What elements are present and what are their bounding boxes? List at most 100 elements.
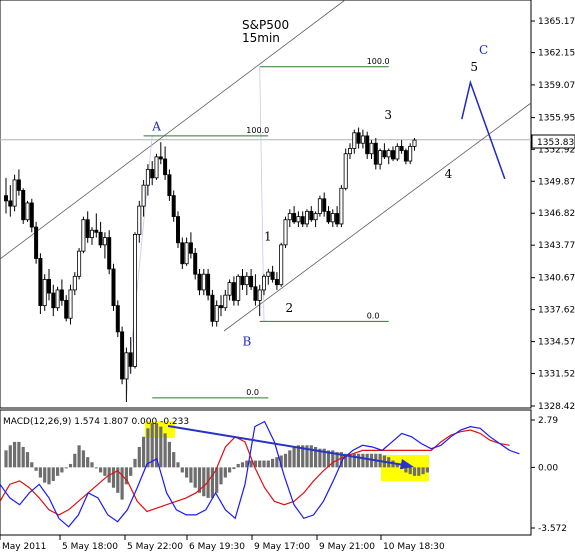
macd-histogram-bar — [318, 448, 322, 468]
macd-histogram-bar — [245, 460, 249, 468]
candle-body — [244, 275, 249, 286]
macd-histogram-bar — [120, 467, 124, 500]
candle-body — [210, 294, 215, 322]
candle-body — [16, 179, 21, 191]
wave-annotations: A B C 1 2 3 4 5 — [151, 43, 506, 348]
candle-body — [145, 169, 150, 186]
macd-histogram-bar — [240, 462, 245, 468]
chart-title: S&P500 — [242, 18, 289, 32]
candle-body — [322, 198, 327, 212]
macd-histogram-bar — [236, 463, 240, 468]
macd-label: MACD(12,26,9) 1.574 1.807 0.000 -0.233 — [3, 417, 189, 427]
macd-histogram-bar — [81, 450, 85, 468]
candle-body — [29, 202, 34, 228]
macd-histogram-bar — [279, 455, 283, 468]
candle-body — [369, 142, 374, 155]
candle-body — [197, 273, 202, 291]
candle-body — [150, 169, 155, 179]
candle-body — [313, 213, 318, 221]
macd-histogram-bar — [357, 453, 361, 468]
macd-histogram-bar — [129, 467, 133, 476]
macd-indicator: 2.79 0.00 -3.572 — [0, 416, 567, 534]
candle-body — [12, 179, 17, 207]
macd-histogram-bar — [25, 452, 30, 468]
macd-pane-frame — [0, 409, 532, 536]
macd-histogram-bar — [193, 467, 197, 488]
candle-body — [300, 216, 305, 225]
candle-body — [266, 271, 271, 277]
wave-label: A — [151, 120, 161, 134]
candle-body — [279, 244, 284, 286]
macd-histogram-bar — [210, 467, 214, 498]
price-pane-frame — [0, 0, 532, 409]
price-tick-label: 1362.15 — [538, 49, 575, 59]
fib-line-label: 100.0 — [246, 126, 269, 135]
time-tick-label: 5 May 22:00 — [127, 542, 183, 552]
divergence-arrow-head — [400, 459, 414, 469]
price-tick-label: 1331.52 — [538, 370, 575, 380]
macd-histogram-bar — [266, 460, 270, 468]
candle-body — [85, 219, 90, 238]
macd-histogram-bar — [288, 450, 292, 468]
macd-histogram-bar — [51, 467, 55, 481]
candle-body — [120, 331, 125, 380]
macd-histogram-bar — [421, 467, 425, 475]
candle-body — [132, 233, 137, 367]
price-axis: 1365.17 1362.15 1359.07 1355.95 1352.92 1349.… — [0, 17, 575, 412]
macd-histogram-bar — [232, 467, 236, 470]
price-tick-label: 1349.87 — [538, 177, 575, 187]
macd-histogram-bar — [172, 452, 176, 468]
candle-body — [274, 279, 279, 286]
candle-body — [90, 229, 95, 238]
candle-body — [72, 275, 77, 291]
price-tick-label: 1343.77 — [538, 241, 575, 251]
candle-body — [261, 275, 266, 291]
candle-body — [227, 282, 232, 296]
candle-body — [59, 289, 64, 301]
time-tick-label: May 2011 — [2, 542, 46, 552]
price-tick-label: 1340.67 — [538, 274, 575, 284]
macd-histogram-bar — [116, 467, 120, 493]
macd-histogram-bar — [94, 467, 98, 469]
candle-body — [236, 275, 241, 301]
macd-histogram-bar — [38, 467, 42, 478]
candle-body — [218, 305, 223, 309]
macd-histogram-bar — [331, 450, 335, 468]
macd-histogram-bar — [137, 446, 141, 468]
chart-subtitle: 15min — [242, 31, 280, 45]
macd-histogram-bar — [219, 467, 223, 485]
macd-histogram-bar — [275, 457, 279, 468]
candle-body — [128, 352, 133, 367]
macd-histogram-bar — [68, 463, 73, 468]
time-axis: May 2011 5 May 18:00 5 May 22:00 6 May 19:3… — [0, 535, 445, 552]
current-price-box — [531, 134, 575, 149]
candle-body — [94, 229, 99, 233]
macd-histogram-bar — [309, 445, 313, 468]
candle-body — [253, 286, 258, 301]
time-tick-label: 10 May 18:30 — [383, 542, 445, 552]
time-tick-label: 6 May 19:30 — [189, 542, 245, 552]
candle-body — [270, 271, 275, 280]
candle-body — [335, 213, 340, 225]
candle-body — [188, 242, 193, 254]
macd-histogram-bar — [301, 445, 305, 468]
candle-body — [124, 352, 129, 380]
macd-histogram-bar — [185, 467, 189, 478]
candle-body — [68, 289, 73, 319]
candle-body — [360, 135, 365, 144]
macd-histogram-bar — [361, 453, 365, 468]
macd-histogram-bar — [417, 467, 421, 476]
candle-body — [231, 282, 236, 301]
time-tick-label: 9 May 21:00 — [319, 542, 375, 552]
candle-body — [154, 156, 159, 179]
macd-histogram-bar — [103, 467, 107, 476]
macd-histogram-bar — [228, 467, 232, 473]
candle-body — [102, 237, 107, 246]
macd-histogram-bar — [365, 453, 369, 468]
macd-histogram-bar — [56, 467, 60, 476]
price-tick-label: 1352.92 — [538, 145, 575, 155]
candle-body — [390, 150, 395, 160]
macd-histogram-bar — [292, 446, 296, 468]
macd-histogram-bar — [314, 446, 318, 468]
